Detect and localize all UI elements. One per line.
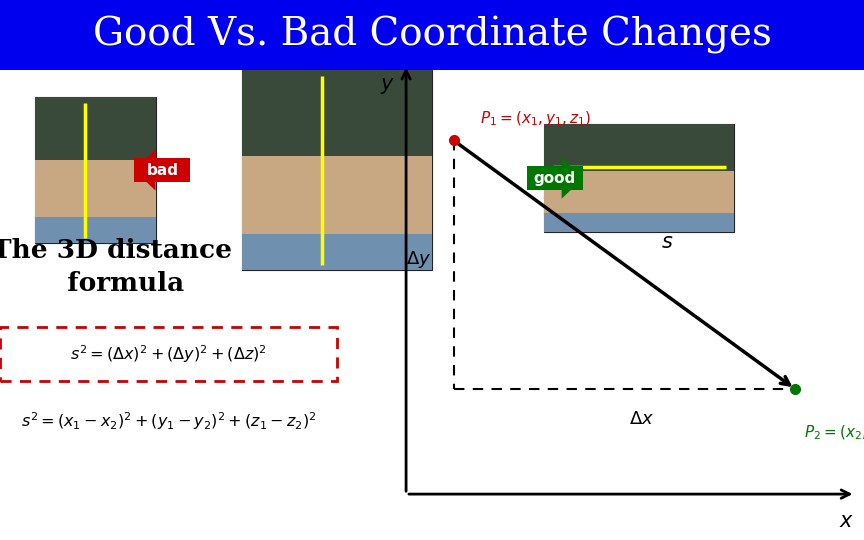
Text: Good Vs. Bad Coordinate Changes: Good Vs. Bad Coordinate Changes [92,16,772,54]
FancyBboxPatch shape [0,327,337,381]
Polygon shape [562,158,583,199]
Bar [544,124,734,232]
Bar [544,213,734,232]
Text: $s^2 = (x_1 - x_2)^2 + (y_1 - y_2)^2 + (z_1 - z_2)^2$: $s^2 = (x_1 - x_2)^2 + (y_1 - y_2)^2 + (… [21,410,316,432]
Text: $x$: $x$ [839,511,854,531]
Text: bad: bad [146,163,179,178]
Text: $\Delta y$: $\Delta y$ [406,249,432,269]
Bar [242,156,432,240]
Bar [544,171,734,216]
Bar [527,166,583,190]
Bar [35,97,156,163]
Text: The 3D distance
   formula: The 3D distance formula [0,238,232,295]
Text: $\Delta x$: $\Delta x$ [629,409,654,428]
Bar [35,217,156,243]
Text: $s$: $s$ [661,233,674,253]
Text: $s^2 = (\Delta x)^2 + (\Delta y)^2 + (\Delta z)^2$: $s^2 = (\Delta x)^2 + (\Delta y)^2 + (\D… [70,343,267,364]
Bar [544,124,734,173]
Text: good: good [534,171,575,186]
Bar [242,70,432,160]
Bar [35,160,156,221]
Bar [242,70,432,270]
Bar [35,97,156,243]
Text: $y$: $y$ [379,76,395,97]
Bar [134,158,190,182]
Bar [242,234,432,270]
Text: $P_2 = (x_2, y_2, z_2)$: $P_2 = (x_2, y_2, z_2)$ [804,422,864,442]
Text: $P_1 = (x_1, y_1, z_1)$: $P_1 = (x_1, y_1, z_1)$ [480,109,591,129]
Polygon shape [134,150,156,191]
Bar [0,0,864,70]
